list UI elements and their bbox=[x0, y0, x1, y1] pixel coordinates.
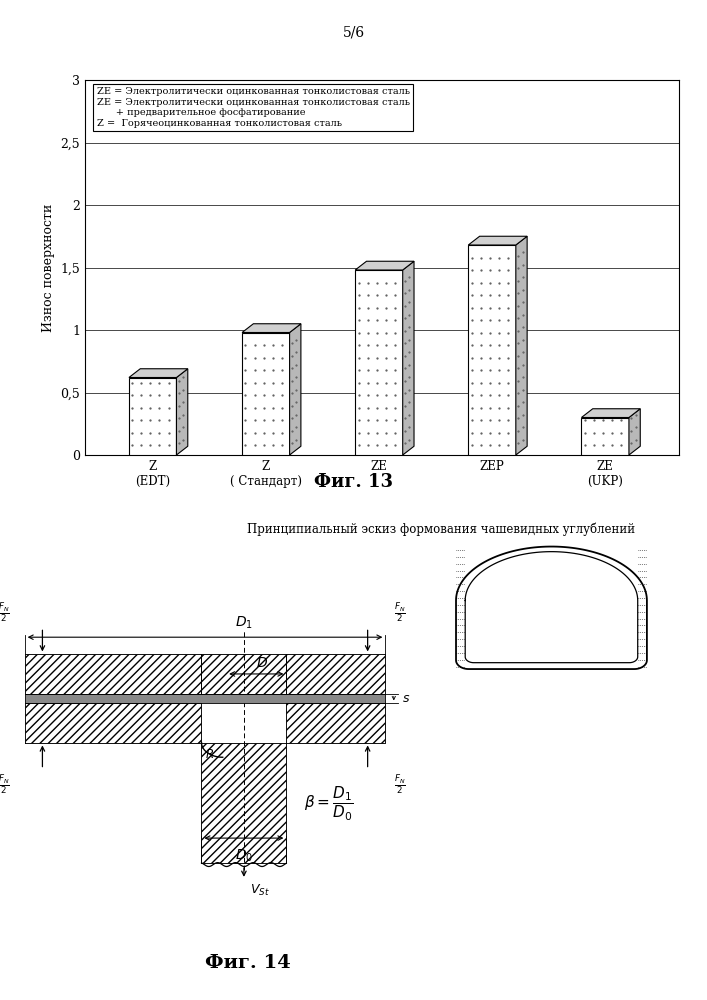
Polygon shape bbox=[581, 418, 629, 455]
Text: 5/6: 5/6 bbox=[342, 25, 365, 39]
Text: $\frac{F_N}{2}$: $\frac{F_N}{2}$ bbox=[0, 773, 9, 797]
Y-axis label: Износ поверхности: Износ поверхности bbox=[42, 203, 54, 332]
Text: $V_{St}$: $V_{St}$ bbox=[250, 883, 269, 898]
Text: Фиг. 14: Фиг. 14 bbox=[204, 954, 291, 972]
Polygon shape bbox=[355, 261, 414, 270]
Text: Принципиальный эскиз формования чашевидных углублений: Принципиальный эскиз формования чашевидн… bbox=[247, 523, 636, 536]
Polygon shape bbox=[177, 369, 188, 455]
Polygon shape bbox=[629, 409, 641, 455]
Polygon shape bbox=[242, 332, 290, 455]
Text: $\frac{F_N}{2}$: $\frac{F_N}{2}$ bbox=[0, 602, 9, 625]
Polygon shape bbox=[129, 369, 188, 377]
Polygon shape bbox=[290, 324, 301, 455]
Polygon shape bbox=[403, 261, 414, 455]
Text: $\frac{F_N}{2}$: $\frac{F_N}{2}$ bbox=[394, 773, 405, 797]
Text: $\frac{F_N}{2}$: $\frac{F_N}{2}$ bbox=[394, 602, 405, 625]
Text: $R$: $R$ bbox=[205, 748, 214, 761]
Polygon shape bbox=[581, 409, 641, 418]
Text: $s$: $s$ bbox=[402, 692, 411, 705]
Polygon shape bbox=[242, 324, 301, 332]
Text: Фиг. 13: Фиг. 13 bbox=[314, 473, 393, 491]
Polygon shape bbox=[25, 694, 385, 703]
Text: $D_1$: $D_1$ bbox=[235, 615, 253, 631]
Polygon shape bbox=[129, 377, 177, 455]
Polygon shape bbox=[516, 236, 527, 455]
Polygon shape bbox=[468, 245, 516, 455]
Polygon shape bbox=[456, 547, 647, 669]
Text: $\beta = \dfrac{D_1}{D_0}$: $\beta = \dfrac{D_1}{D_0}$ bbox=[304, 785, 354, 823]
Polygon shape bbox=[468, 236, 527, 245]
Text: ZE = Электролитически оцинкованная тонколистовая сталь
ZE = Электролитически оци: ZE = Электролитически оцинкованная тонко… bbox=[97, 88, 410, 128]
Text: $D$: $D$ bbox=[256, 656, 267, 670]
Polygon shape bbox=[355, 270, 403, 455]
Text: $D_0$: $D_0$ bbox=[235, 848, 253, 864]
